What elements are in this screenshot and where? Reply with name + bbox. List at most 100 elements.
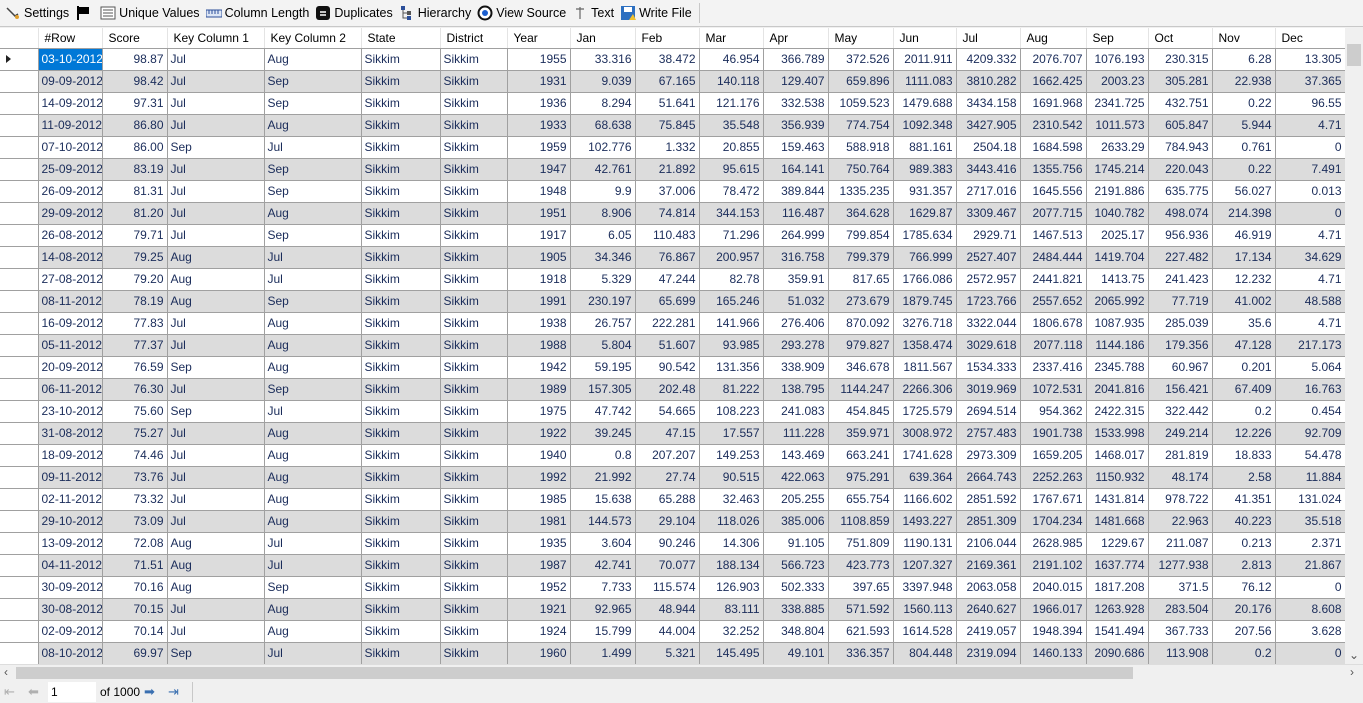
cell-mar[interactable]: 141.966 — [699, 312, 764, 335]
cell-key-column-1[interactable]: Sep — [167, 400, 265, 423]
column-header-key-column-2[interactable]: Key Column 2 — [264, 28, 362, 49]
cell-apr[interactable]: 293.278 — [763, 334, 829, 357]
cell-aug[interactable]: 2310.542 — [1020, 114, 1087, 137]
cell-row[interactable]: 20-09-2012 — [38, 356, 103, 379]
horizontal-scrollbar[interactable]: ‹ › — [0, 664, 1363, 680]
cell-apr[interactable]: 164.141 — [763, 158, 829, 181]
row-header[interactable] — [0, 312, 39, 335]
cell-key-column-2[interactable]: Aug — [264, 48, 362, 71]
cell-oct[interactable]: 227.482 — [1148, 246, 1213, 269]
cell-score[interactable]: 86.80 — [102, 114, 168, 137]
cell-row[interactable]: 06-11-2012 — [38, 378, 103, 401]
cell-may[interactable]: 336.357 — [828, 642, 894, 664]
cell-oct[interactable]: 1277.938 — [1148, 554, 1213, 577]
table-row[interactable]: 26-09-2012 81.31 Jul Sep Sikkim Sikkim 1948 9.9… — [0, 180, 1345, 203]
cell-mar[interactable]: 90.515 — [699, 466, 764, 489]
cell-oct[interactable]: 371.5 — [1148, 576, 1213, 599]
scroll-down-icon[interactable]: ⌄ — [1349, 648, 1360, 662]
cell-mar[interactable]: 82.78 — [699, 268, 764, 291]
cell-feb[interactable]: 222.281 — [635, 312, 700, 335]
cell-key-column-1[interactable]: Aug — [167, 246, 265, 269]
cell-nov[interactable]: 41.002 — [1212, 290, 1276, 313]
cell-jan[interactable]: 42.761 — [570, 158, 636, 181]
cell-district[interactable]: Sikkim — [440, 510, 508, 533]
cell-nov[interactable]: 12.232 — [1212, 268, 1276, 291]
cell-apr[interactable]: 111.228 — [763, 422, 829, 445]
table-row[interactable]: 31-08-2012 75.27 Jul Aug Sikkim Sikkim 1922 39.… — [0, 422, 1345, 445]
cell-state[interactable]: Sikkim — [361, 180, 441, 203]
cell-key-column-2[interactable]: Sep — [264, 92, 362, 115]
cell-district[interactable]: Sikkim — [440, 576, 508, 599]
cell-score[interactable]: 70.14 — [102, 620, 168, 643]
cell-may[interactable]: 655.754 — [828, 488, 894, 511]
cell-dec[interactable]: 0 — [1275, 642, 1345, 664]
cell-row[interactable]: 11-09-2012 — [38, 114, 103, 137]
cell-nov[interactable]: 0.761 — [1212, 136, 1276, 159]
cell-row[interactable]: 26-09-2012 — [38, 180, 103, 203]
row-header[interactable] — [0, 510, 39, 533]
cell-score[interactable]: 73.09 — [102, 510, 168, 533]
cell-feb[interactable]: 27.74 — [635, 466, 700, 489]
cell-feb[interactable]: 67.165 — [635, 70, 700, 93]
cell-state[interactable]: Sikkim — [361, 202, 441, 225]
cell-oct[interactable]: 305.281 — [1148, 70, 1213, 93]
cell-score[interactable]: 70.16 — [102, 576, 168, 599]
cell-apr[interactable]: 316.758 — [763, 246, 829, 269]
cell-may[interactable]: 372.526 — [828, 48, 894, 71]
cell-jul[interactable]: 2694.514 — [956, 400, 1021, 423]
cell-aug[interactable]: 1966.017 — [1020, 598, 1087, 621]
cell-apr[interactable]: 241.083 — [763, 400, 829, 423]
table-row[interactable]: 11-09-2012 86.80 Jul Aug Sikkim Sikkim 1933 68.… — [0, 114, 1345, 137]
cell-state[interactable]: Sikkim — [361, 290, 441, 313]
cell-row[interactable]: 30-09-2012 — [38, 576, 103, 599]
cell-mar[interactable]: 32.252 — [699, 620, 764, 643]
table-row[interactable]: 04-11-2012 71.51 Aug Jul Sikkim Sikkim 1987 42.… — [0, 554, 1345, 577]
cell-state[interactable]: Sikkim — [361, 620, 441, 643]
cell-oct[interactable]: 605.847 — [1148, 114, 1213, 137]
cell-aug[interactable]: 1901.738 — [1020, 422, 1087, 445]
cell-dec[interactable]: 0 — [1275, 202, 1345, 225]
cell-jan[interactable]: 230.197 — [570, 290, 636, 313]
cell-oct[interactable]: 179.356 — [1148, 334, 1213, 357]
cell-aug[interactable]: 1355.756 — [1020, 158, 1087, 181]
cell-feb[interactable]: 75.845 — [635, 114, 700, 137]
cell-row[interactable]: 18-09-2012 — [38, 444, 103, 467]
cell-mar[interactable]: 83.111 — [699, 598, 764, 621]
cell-nov[interactable]: 2.58 — [1212, 466, 1276, 489]
cell-dec[interactable]: 92.709 — [1275, 422, 1345, 445]
row-header[interactable] — [0, 114, 39, 137]
cell-apr[interactable]: 502.333 — [763, 576, 829, 599]
cell-score[interactable]: 74.46 — [102, 444, 168, 467]
cell-year[interactable]: 1931 — [507, 70, 571, 93]
cell-feb[interactable]: 54.665 — [635, 400, 700, 423]
cell-may[interactable]: 774.754 — [828, 114, 894, 137]
cell-row[interactable]: 31-08-2012 — [38, 422, 103, 445]
table-row[interactable]: 16-09-2012 77.83 Jul Aug Sikkim Sikkim 1938 26.… — [0, 312, 1345, 335]
cell-oct[interactable]: 156.421 — [1148, 378, 1213, 401]
cell-jul[interactable]: 1534.333 — [956, 356, 1021, 379]
cell-sep[interactable]: 1817.208 — [1086, 576, 1149, 599]
cell-aug[interactable]: 2628.985 — [1020, 532, 1087, 555]
previous-page-icon[interactable]: ⬅ — [28, 684, 39, 699]
cell-year[interactable]: 1922 — [507, 422, 571, 445]
cell-state[interactable]: Sikkim — [361, 466, 441, 489]
cell-key-column-2[interactable]: Aug — [264, 598, 362, 621]
cell-score[interactable]: 73.32 — [102, 488, 168, 511]
column-header-state[interactable]: State — [361, 28, 441, 49]
cell-mar[interactable]: 17.557 — [699, 422, 764, 445]
row-header[interactable] — [0, 444, 39, 467]
cell-key-column-2[interactable]: Aug — [264, 510, 362, 533]
row-header[interactable] — [0, 70, 39, 93]
cell-sep[interactable]: 2341.725 — [1086, 92, 1149, 115]
cell-feb[interactable]: 21.892 — [635, 158, 700, 181]
table-row[interactable]: 06-11-2012 76.30 Jul Sep Sikkim Sikkim 1989 157… — [0, 378, 1345, 401]
cell-jul[interactable]: 2929.71 — [956, 224, 1021, 247]
cell-key-column-1[interactable]: Jul — [167, 114, 265, 137]
cell-jan[interactable]: 15.799 — [570, 620, 636, 643]
cell-jul[interactable]: 2640.627 — [956, 598, 1021, 621]
cell-dec[interactable]: 0.013 — [1275, 180, 1345, 203]
cell-dec[interactable]: 0.454 — [1275, 400, 1345, 423]
column-header-nov[interactable]: Nov — [1212, 28, 1276, 49]
cell-row[interactable]: 09-11-2012 — [38, 466, 103, 489]
cell-aug[interactable]: 2252.263 — [1020, 466, 1087, 489]
